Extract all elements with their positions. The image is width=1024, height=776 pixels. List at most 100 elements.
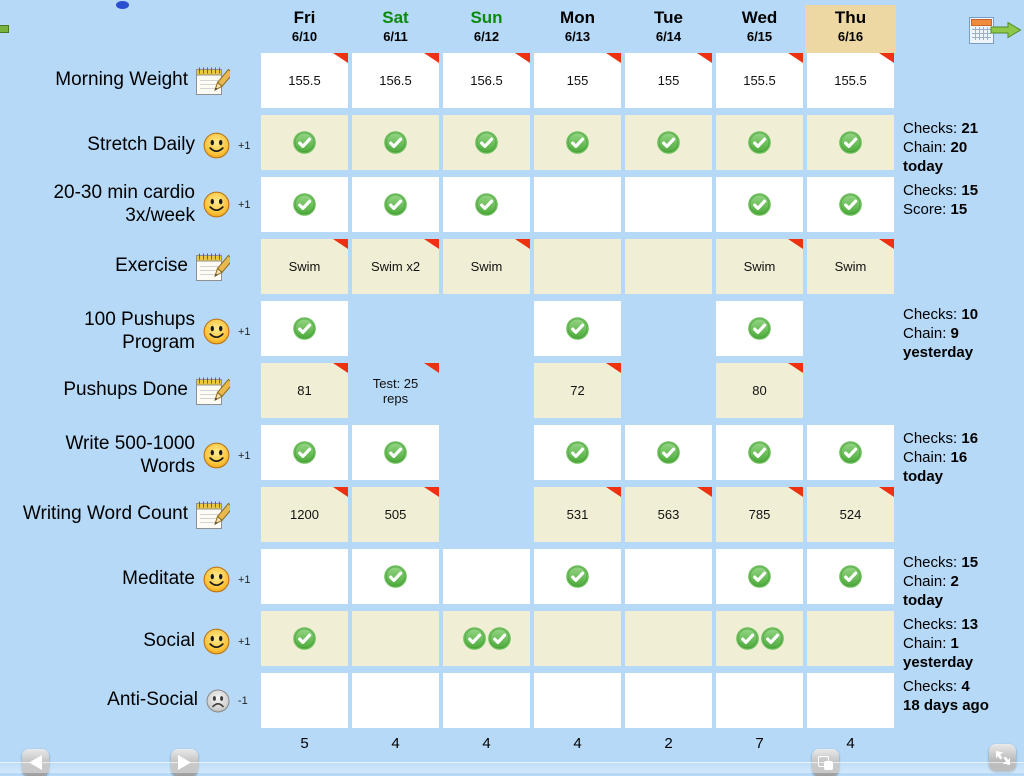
day-cell-sat[interactable]	[352, 177, 439, 232]
day-cell-thu[interactable]	[807, 673, 894, 728]
day-cell-mon[interactable]	[534, 115, 621, 170]
day-cell-wed[interactable]	[716, 425, 803, 480]
day-cell-tue[interactable]: 155	[625, 53, 712, 108]
day-cell-sat[interactable]: Test: 25 reps	[352, 363, 439, 418]
goal-label[interactable]: Writing Word Count	[22, 503, 188, 525]
day-cell-mon[interactable]	[534, 673, 621, 728]
day-cell-thu[interactable]	[807, 115, 894, 170]
goal-label[interactable]: Stretch Daily	[87, 134, 195, 156]
day-cell-thu[interactable]: 155.5	[807, 53, 894, 108]
day-cell-sat[interactable]: 505	[352, 487, 439, 542]
day-cell-sat[interactable]	[352, 425, 439, 480]
day-cell-sat[interactable]	[352, 549, 439, 604]
day-cell-wed[interactable]	[716, 115, 803, 170]
note-corner-icon	[697, 53, 712, 63]
day-cell-tue[interactable]: 563	[625, 487, 712, 542]
day-cell-fri[interactable]	[261, 549, 348, 604]
day-cell-mon[interactable]: 531	[534, 487, 621, 542]
next-week-arrow-icon[interactable]	[990, 21, 1022, 44]
day-cell-sun[interactable]	[443, 301, 530, 356]
day-cell-tue[interactable]	[625, 301, 712, 356]
stat-line: Chain: 1	[903, 635, 959, 652]
day-cell-wed[interactable]	[716, 611, 803, 666]
day-cell-mon[interactable]	[534, 177, 621, 232]
day-cell-thu[interactable]	[807, 425, 894, 480]
day-cell-tue[interactable]	[625, 177, 712, 232]
day-cell-fri[interactable]: 1200	[261, 487, 348, 542]
day-cell-sun[interactable]	[443, 115, 530, 170]
goal-label[interactable]: Morning Weight	[55, 69, 188, 91]
day-cell-wed[interactable]	[716, 177, 803, 232]
day-cell-mon[interactable]	[534, 425, 621, 480]
day-cell-thu[interactable]	[807, 549, 894, 604]
day-cell-sun[interactable]	[443, 549, 530, 604]
day-cell-thu[interactable]	[807, 301, 894, 356]
resize-icon[interactable]	[989, 744, 1016, 771]
day-cell-thu[interactable]	[807, 611, 894, 666]
day-cell-sun[interactable]	[443, 425, 530, 480]
day-cell-sun[interactable]	[443, 177, 530, 232]
day-cell-mon[interactable]	[534, 239, 621, 294]
day-cell-sat[interactable]: Swim x2	[352, 239, 439, 294]
day-cell-tue[interactable]	[625, 239, 712, 294]
stat-line: 18 days ago	[903, 697, 989, 714]
goal-label[interactable]: Exercise	[115, 255, 188, 277]
day-cell-wed[interactable]	[716, 549, 803, 604]
day-cell-tue[interactable]	[625, 425, 712, 480]
day-cell-fri[interactable]: Swim	[261, 239, 348, 294]
day-cell-thu[interactable]: Swim	[807, 239, 894, 294]
goal-label[interactable]: Write 500-1000 Words	[65, 433, 195, 477]
day-cell-tue[interactable]	[625, 549, 712, 604]
day-cell-tue[interactable]	[625, 673, 712, 728]
day-cell-wed[interactable]: 80	[716, 363, 803, 418]
day-cell-sat[interactable]	[352, 301, 439, 356]
day-cell-thu[interactable]: 524	[807, 487, 894, 542]
day-cell-tue[interactable]	[625, 611, 712, 666]
day-cell-sat[interactable]: 156.5	[352, 53, 439, 108]
day-cell-fri[interactable]	[261, 177, 348, 232]
goal-label[interactable]: Anti-Social	[107, 689, 198, 711]
goal-label[interactable]: 100 Pushups Program	[84, 309, 195, 353]
day-cell-sat[interactable]	[352, 673, 439, 728]
day-cell-wed[interactable]	[716, 301, 803, 356]
day-cell-sun[interactable]	[443, 673, 530, 728]
day-cell-sun[interactable]: Swim	[443, 239, 530, 294]
day-cell-wed[interactable]: 155.5	[716, 53, 803, 108]
goal-label[interactable]: 20-30 min cardio 3x/week	[53, 182, 195, 226]
check-icon	[462, 627, 486, 650]
check-icon	[748, 193, 771, 216]
day-cell-fri[interactable]	[261, 673, 348, 728]
cell-value: 156.5	[379, 73, 412, 88]
goal-label[interactable]: Meditate	[122, 568, 195, 590]
day-cell-thu[interactable]	[807, 363, 894, 418]
day-cell-fri[interactable]: 155.5	[261, 53, 348, 108]
day-cell-tue[interactable]	[625, 115, 712, 170]
day-cell-fri[interactable]	[261, 301, 348, 356]
day-cell-wed[interactable]: Swim	[716, 239, 803, 294]
day-cell-mon[interactable]: 72	[534, 363, 621, 418]
day-cell-tue[interactable]	[625, 363, 712, 418]
day-cell-sun[interactable]	[443, 363, 530, 418]
day-cell-wed[interactable]: 785	[716, 487, 803, 542]
calendar-icon[interactable]	[969, 17, 994, 49]
left-edge-tab[interactable]	[0, 25, 9, 33]
goal-row: Exercise Swim Swim x2 Swim Swim Swim	[0, 239, 1024, 294]
day-header-tue: Tue 6/14	[623, 5, 714, 53]
goal-label[interactable]: Pushups Done	[63, 379, 188, 401]
day-cell-fri[interactable]	[261, 611, 348, 666]
day-cell-sat[interactable]	[352, 115, 439, 170]
day-cell-wed[interactable]	[716, 673, 803, 728]
day-cell-sat[interactable]	[352, 611, 439, 666]
day-cell-sun[interactable]	[443, 611, 530, 666]
day-cell-fri[interactable]	[261, 115, 348, 170]
day-cell-mon[interactable]	[534, 301, 621, 356]
day-cell-mon[interactable]: 155	[534, 53, 621, 108]
goal-label[interactable]: Social	[143, 630, 195, 652]
day-cell-thu[interactable]	[807, 177, 894, 232]
day-cell-sun[interactable]: 156.5	[443, 53, 530, 108]
day-cell-fri[interactable]: 81	[261, 363, 348, 418]
day-cell-mon[interactable]	[534, 611, 621, 666]
day-cell-sun[interactable]	[443, 487, 530, 542]
day-cell-mon[interactable]	[534, 549, 621, 604]
day-cell-fri[interactable]	[261, 425, 348, 480]
